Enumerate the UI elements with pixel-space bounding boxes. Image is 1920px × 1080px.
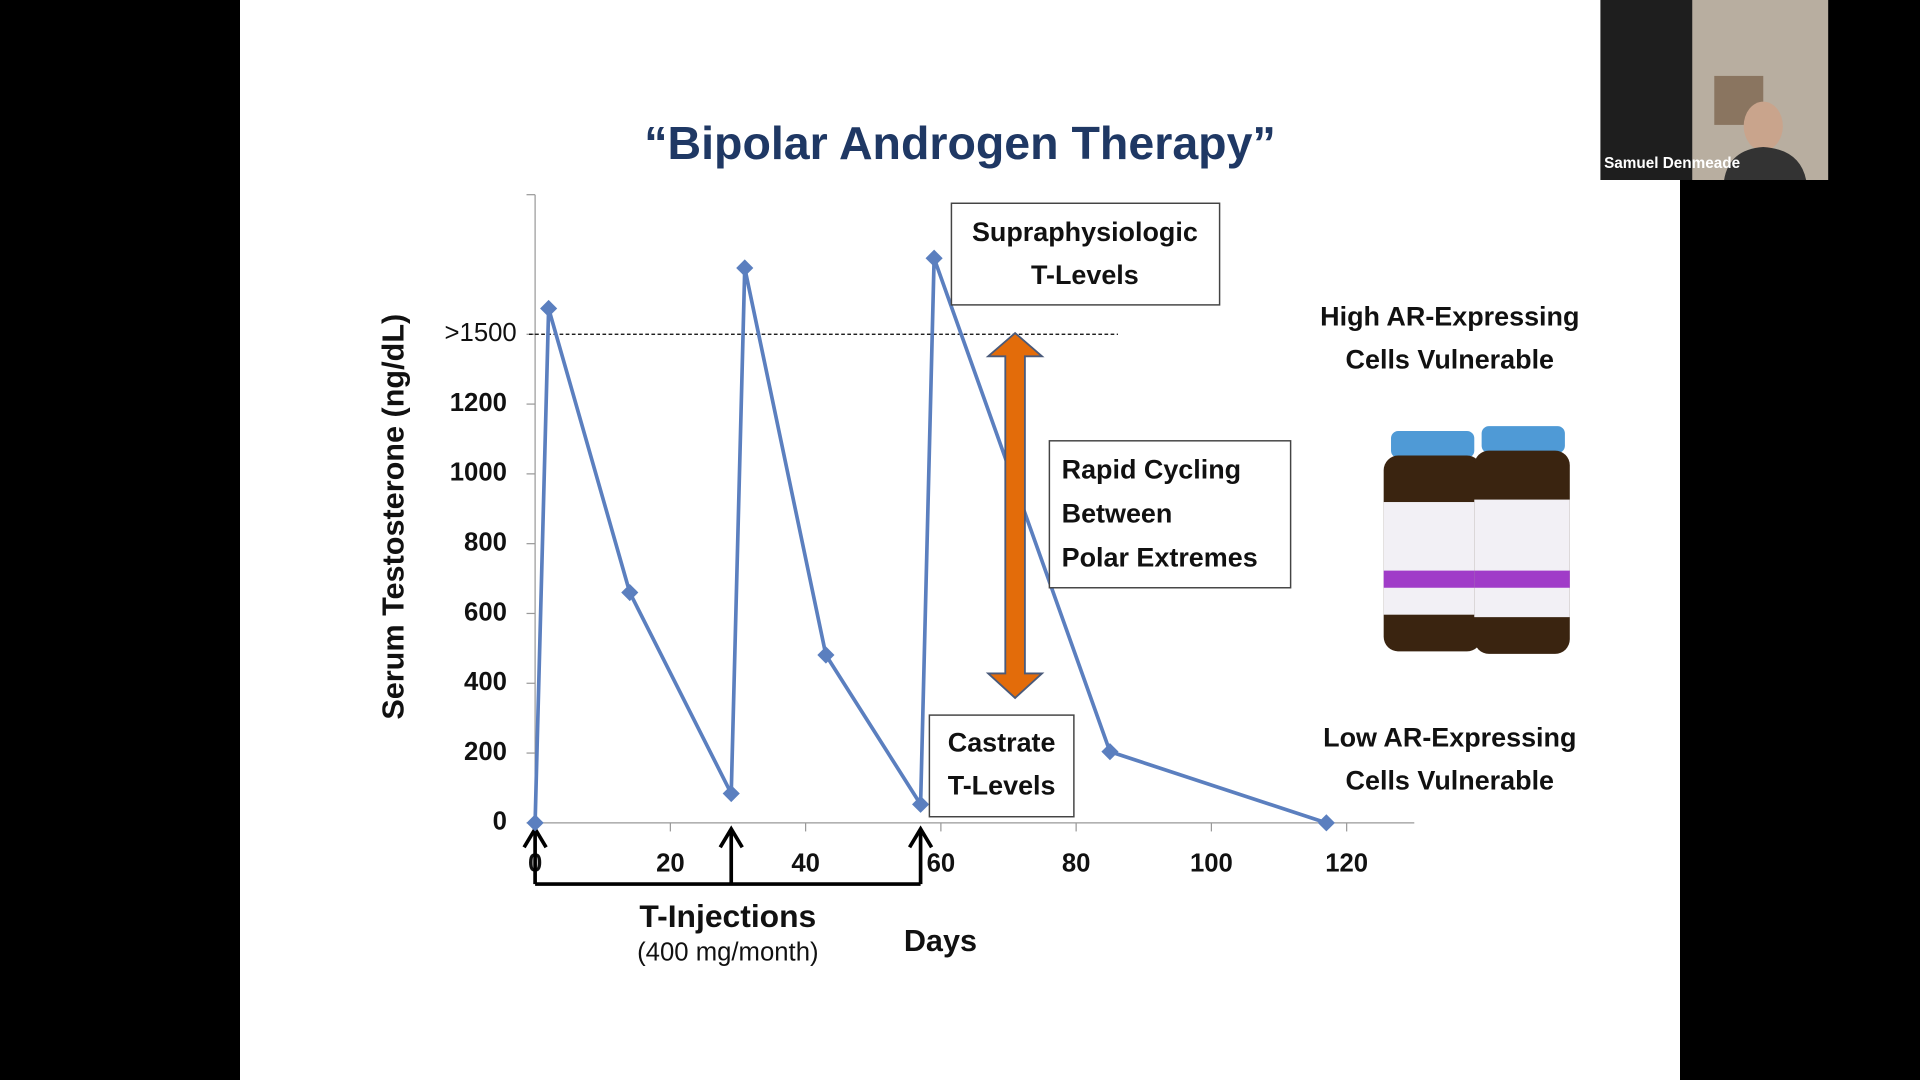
y-tick-label: 1000 [450, 459, 507, 487]
x-tick-label: 100 [1190, 849, 1233, 877]
y-tick-label: 1200 [450, 389, 507, 417]
annotation-text: High AR-Expressing [1320, 301, 1579, 331]
annotation-castrate: Castrate T-Levels [928, 714, 1075, 818]
x-axis-label: Days [904, 924, 977, 958]
annotation-text: Between [1062, 499, 1173, 529]
double-arrow [985, 331, 1045, 700]
data-point [1101, 743, 1119, 761]
annotation-text: T-Levels [948, 770, 1056, 800]
y-tick-label: >1500 [445, 319, 517, 347]
injection-arrowhead [718, 825, 744, 849]
y-tick-label: 400 [464, 668, 507, 696]
annotation-text: Cells Vulnerable [1346, 766, 1555, 796]
y-axis-label: Serum Testosterone (ng/dL) [377, 314, 411, 720]
chart-title: “Bipolar Androgen Therapy” [644, 117, 1275, 169]
annotation-text: Rapid Cycling [1062, 455, 1242, 485]
annotation-text: Cells Vulnerable [1346, 344, 1555, 374]
annotation-box [950, 202, 1221, 306]
video-tile: Samuel Denmeade [1600, 0, 1829, 180]
participant-body [1724, 146, 1807, 180]
injection-arrowhead [907, 825, 934, 849]
annotation-text: T-Levels [1031, 260, 1139, 290]
injection-sublabel: (400 mg/month) [637, 939, 818, 967]
annotation-text: Polar Extremes [1062, 543, 1258, 573]
vial-label [1383, 502, 1482, 615]
annotation-text: Supraphysiologic [972, 217, 1198, 247]
participant-face [1743, 101, 1783, 151]
x-tick-label: 40 [791, 849, 820, 877]
annotation-text: Low AR-Expressing [1323, 723, 1576, 753]
x-tick-label: 80 [1062, 849, 1091, 877]
x-tick-label: 120 [1325, 849, 1368, 877]
annotation-text: Castrate [948, 728, 1056, 758]
annotation-supraphysiologic: Supraphysiologic T-Levels [950, 202, 1221, 306]
x-tick-label: 20 [656, 849, 685, 877]
cycling-arrow [985, 331, 1045, 700]
vial-cap [1391, 431, 1475, 458]
annotation-box [928, 714, 1075, 818]
vial-band [1383, 570, 1482, 588]
y-tick-label: 0 [493, 808, 507, 836]
data-point [912, 795, 930, 813]
vial-cap [1481, 426, 1565, 454]
y-tick-label: 800 [464, 528, 507, 556]
y-tick-label: 600 [464, 598, 507, 626]
annotation-box [1048, 440, 1292, 589]
injection-label: T-Injections [639, 898, 816, 934]
vial-band [1474, 570, 1570, 588]
vial-label [1474, 499, 1570, 618]
vials-image [1383, 426, 1570, 654]
data-point [1317, 814, 1335, 832]
data-point [540, 299, 558, 318]
participant-name: Samuel Denmeade [1604, 155, 1740, 172]
data-point [736, 259, 754, 277]
data-point [817, 646, 835, 664]
data-point [526, 814, 544, 832]
annotation-cycling: Rapid Cycling Between Polar Extremes [1048, 440, 1292, 589]
data-point [722, 784, 740, 803]
y-tick-label: 200 [464, 738, 507, 766]
x-tick-label: 60 [927, 849, 956, 877]
